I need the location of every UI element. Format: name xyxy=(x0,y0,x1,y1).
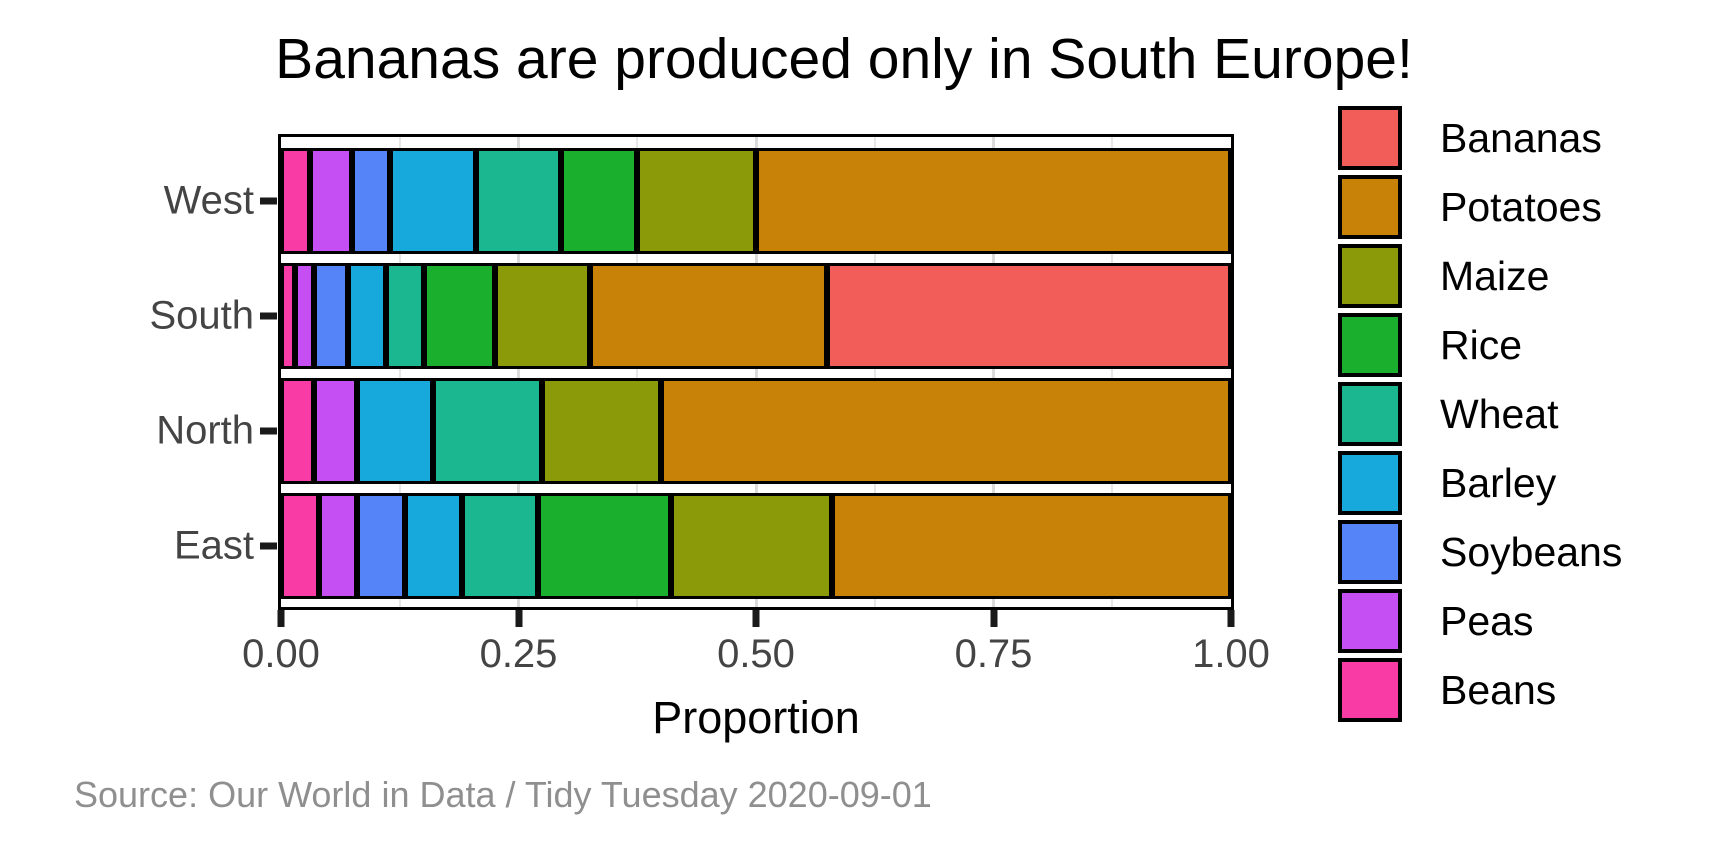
x-axis-tick-label: 0.50 xyxy=(717,632,795,676)
bar-segment-west-beans xyxy=(281,148,310,254)
legend-label-beans: Beans xyxy=(1440,666,1557,713)
y-axis-tick xyxy=(260,427,277,435)
bar-segment-east-maize xyxy=(670,493,832,599)
bar-segment-west-barley xyxy=(390,148,476,254)
y-axis-tick xyxy=(260,312,277,320)
legend-item-soybeans: Soybeans xyxy=(1338,520,1622,584)
legend-swatch-soybeans xyxy=(1338,520,1402,584)
grid-line-major xyxy=(754,137,758,607)
bar-segment-west-soybeans xyxy=(352,148,391,254)
legend-label-peas: Peas xyxy=(1440,597,1534,644)
x-axis-tick xyxy=(752,610,760,627)
bar-segment-west-maize xyxy=(637,148,756,254)
bar-row-west xyxy=(281,148,1231,254)
grid-line-minor xyxy=(873,137,876,607)
legend-swatch-barley xyxy=(1338,451,1402,515)
bar-segment-east-potatoes xyxy=(832,493,1231,599)
bar-segment-east-beans xyxy=(281,493,319,599)
bar-segment-north-barley xyxy=(357,378,433,484)
bar-segment-west-potatoes xyxy=(756,148,1231,254)
bar-segment-east-soybeans xyxy=(357,493,405,599)
y-axis-label-west: West xyxy=(163,178,254,223)
grid-line-major xyxy=(517,137,520,607)
legend: Bananas Potatoes Maize Rice Wheat Barley Soybe… xyxy=(1338,106,1622,727)
bar-segment-south-rice xyxy=(423,263,495,369)
bar-segment-north-peas xyxy=(314,378,357,484)
y-axis-label-east: East xyxy=(173,523,254,568)
grid-line-major xyxy=(992,137,995,607)
bar-segment-north-beans xyxy=(281,378,315,484)
bar-segment-south-soybeans xyxy=(314,263,348,369)
legend-item-rice: Rice xyxy=(1338,313,1622,377)
grid-line-minor xyxy=(398,137,401,607)
bar-segment-south-bananas xyxy=(827,263,1231,369)
x-axis-tick xyxy=(277,610,285,627)
legend-item-potatoes: Potatoes xyxy=(1338,175,1622,239)
x-axis-tick xyxy=(1227,610,1235,627)
legend-item-peas: Peas xyxy=(1338,589,1622,653)
grid-line-minor xyxy=(1111,137,1114,607)
plot-panel xyxy=(278,134,1234,610)
legend-label-barley: Barley xyxy=(1440,459,1557,506)
legend-swatch-rice xyxy=(1338,313,1402,377)
legend-swatch-beans xyxy=(1338,658,1402,722)
x-axis-tick-label: 0.00 xyxy=(242,632,320,676)
legend-item-bananas: Bananas xyxy=(1338,106,1622,170)
bar-segment-east-wheat xyxy=(461,493,538,599)
legend-label-maize: Maize xyxy=(1440,252,1550,299)
bar-segment-north-maize xyxy=(542,378,661,484)
x-axis-tick xyxy=(990,610,997,627)
bars-container xyxy=(281,137,1231,607)
bar-segment-west-rice xyxy=(561,148,638,254)
legend-item-beans: Beans xyxy=(1338,658,1622,722)
legend-swatch-wheat xyxy=(1338,382,1402,446)
chart-title: Bananas are produced only in South Europ… xyxy=(275,27,1413,91)
x-axis-tick-label: 0.25 xyxy=(479,632,558,676)
legend-label-bananas: Bananas xyxy=(1440,114,1602,161)
y-axis-label-north: North xyxy=(156,408,254,453)
x-axis-tick-label: 0.75 xyxy=(954,632,1033,676)
x-axis-title: Proportion xyxy=(652,692,860,743)
bar-segment-west-peas xyxy=(309,148,353,254)
x-axis-tick-label: 1.00 xyxy=(1192,632,1270,676)
bar-segment-north-wheat xyxy=(433,378,543,484)
bar-segment-south-peas xyxy=(295,263,315,369)
bar-segment-south-beans xyxy=(281,263,296,369)
bar-row-south xyxy=(281,263,1231,369)
legend-label-potatoes: Potatoes xyxy=(1440,183,1602,230)
legend-swatch-peas xyxy=(1338,589,1402,653)
bar-row-north xyxy=(281,378,1231,484)
x-axis-tick xyxy=(515,610,522,627)
bar-segment-east-rice xyxy=(537,493,671,599)
legend-label-soybeans: Soybeans xyxy=(1440,528,1623,575)
grid-layer xyxy=(281,137,1231,607)
legend-item-wheat: Wheat xyxy=(1338,382,1622,446)
legend-item-barley: Barley xyxy=(1338,451,1622,515)
legend-swatch-maize xyxy=(1338,244,1402,308)
bar-segment-south-maize xyxy=(494,263,590,369)
bar-row-east xyxy=(281,493,1231,599)
bar-segment-east-peas xyxy=(319,493,357,599)
y-axis-label-south: South xyxy=(149,293,254,338)
source-caption: Source: Our World in Data / Tidy Tuesday… xyxy=(74,774,932,815)
bar-segment-south-barley xyxy=(347,263,386,369)
legend-label-wheat: Wheat xyxy=(1440,390,1559,437)
legend-swatch-bananas xyxy=(1338,106,1402,170)
legend-label-rice: Rice xyxy=(1440,321,1523,368)
bar-segment-south-potatoes xyxy=(589,263,828,369)
bar-segment-west-wheat xyxy=(475,148,562,254)
legend-swatch-potatoes xyxy=(1338,175,1402,239)
grid-line-minor xyxy=(636,137,639,607)
bar-segment-east-barley xyxy=(404,493,462,599)
legend-item-maize: Maize xyxy=(1338,244,1622,308)
y-axis-tick xyxy=(260,542,277,550)
bar-segment-south-wheat xyxy=(385,263,424,369)
bar-segment-north-potatoes xyxy=(661,378,1231,484)
y-axis-tick xyxy=(260,197,277,205)
